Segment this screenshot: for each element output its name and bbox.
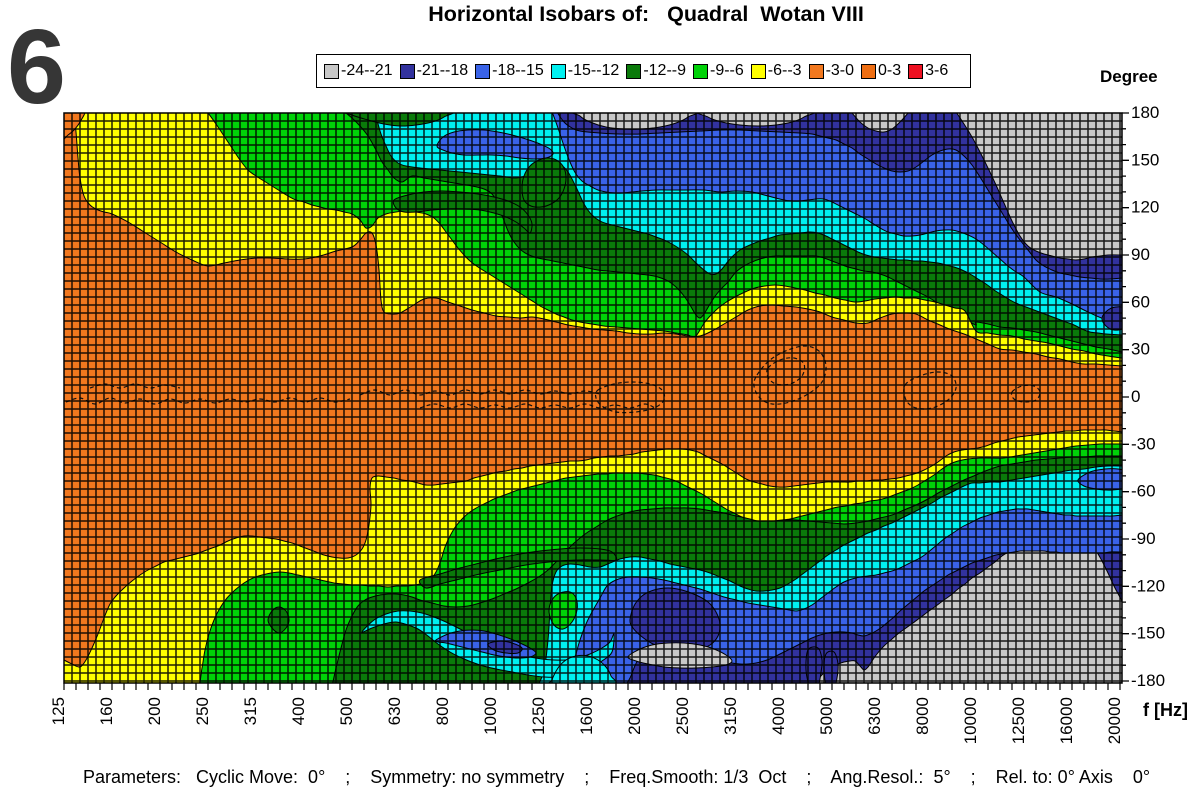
svg-text:-150: -150 bbox=[1131, 624, 1165, 643]
svg-text:60: 60 bbox=[1131, 292, 1150, 311]
svg-text:-120: -120 bbox=[1131, 576, 1165, 595]
svg-text:500: 500 bbox=[337, 697, 356, 725]
svg-text:-180: -180 bbox=[1131, 671, 1165, 690]
svg-text:-60: -60 bbox=[1131, 482, 1156, 501]
svg-text:5000: 5000 bbox=[817, 697, 836, 735]
svg-text:8000: 8000 bbox=[913, 697, 932, 735]
svg-text:315: 315 bbox=[241, 697, 260, 725]
svg-text:120: 120 bbox=[1131, 198, 1159, 217]
svg-text:-90: -90 bbox=[1131, 529, 1156, 548]
svg-text:180: 180 bbox=[1131, 103, 1159, 122]
svg-text:6300: 6300 bbox=[865, 697, 884, 735]
svg-text:2000: 2000 bbox=[625, 697, 644, 735]
svg-text:4000: 4000 bbox=[769, 697, 788, 735]
svg-text:1600: 1600 bbox=[577, 697, 596, 735]
svg-text:250: 250 bbox=[193, 697, 212, 725]
svg-text:10000: 10000 bbox=[961, 697, 980, 744]
svg-text:30: 30 bbox=[1131, 340, 1150, 359]
svg-text:20000: 20000 bbox=[1105, 697, 1124, 744]
svg-text:1250: 1250 bbox=[529, 697, 548, 735]
svg-text:630: 630 bbox=[385, 697, 404, 725]
svg-text:160: 160 bbox=[97, 697, 116, 725]
svg-text:200: 200 bbox=[145, 697, 164, 725]
svg-text:0: 0 bbox=[1131, 387, 1140, 406]
svg-text:3150: 3150 bbox=[721, 697, 740, 735]
svg-text:-30: -30 bbox=[1131, 434, 1156, 453]
svg-text:2500: 2500 bbox=[673, 697, 692, 735]
svg-text:150: 150 bbox=[1131, 150, 1159, 169]
svg-text:1000: 1000 bbox=[481, 697, 500, 735]
svg-text:800: 800 bbox=[433, 697, 452, 725]
svg-text:400: 400 bbox=[289, 697, 308, 725]
svg-text:16000: 16000 bbox=[1057, 697, 1076, 744]
svg-text:90: 90 bbox=[1131, 245, 1150, 264]
svg-text:125: 125 bbox=[49, 697, 68, 725]
svg-text:12500: 12500 bbox=[1009, 697, 1028, 744]
